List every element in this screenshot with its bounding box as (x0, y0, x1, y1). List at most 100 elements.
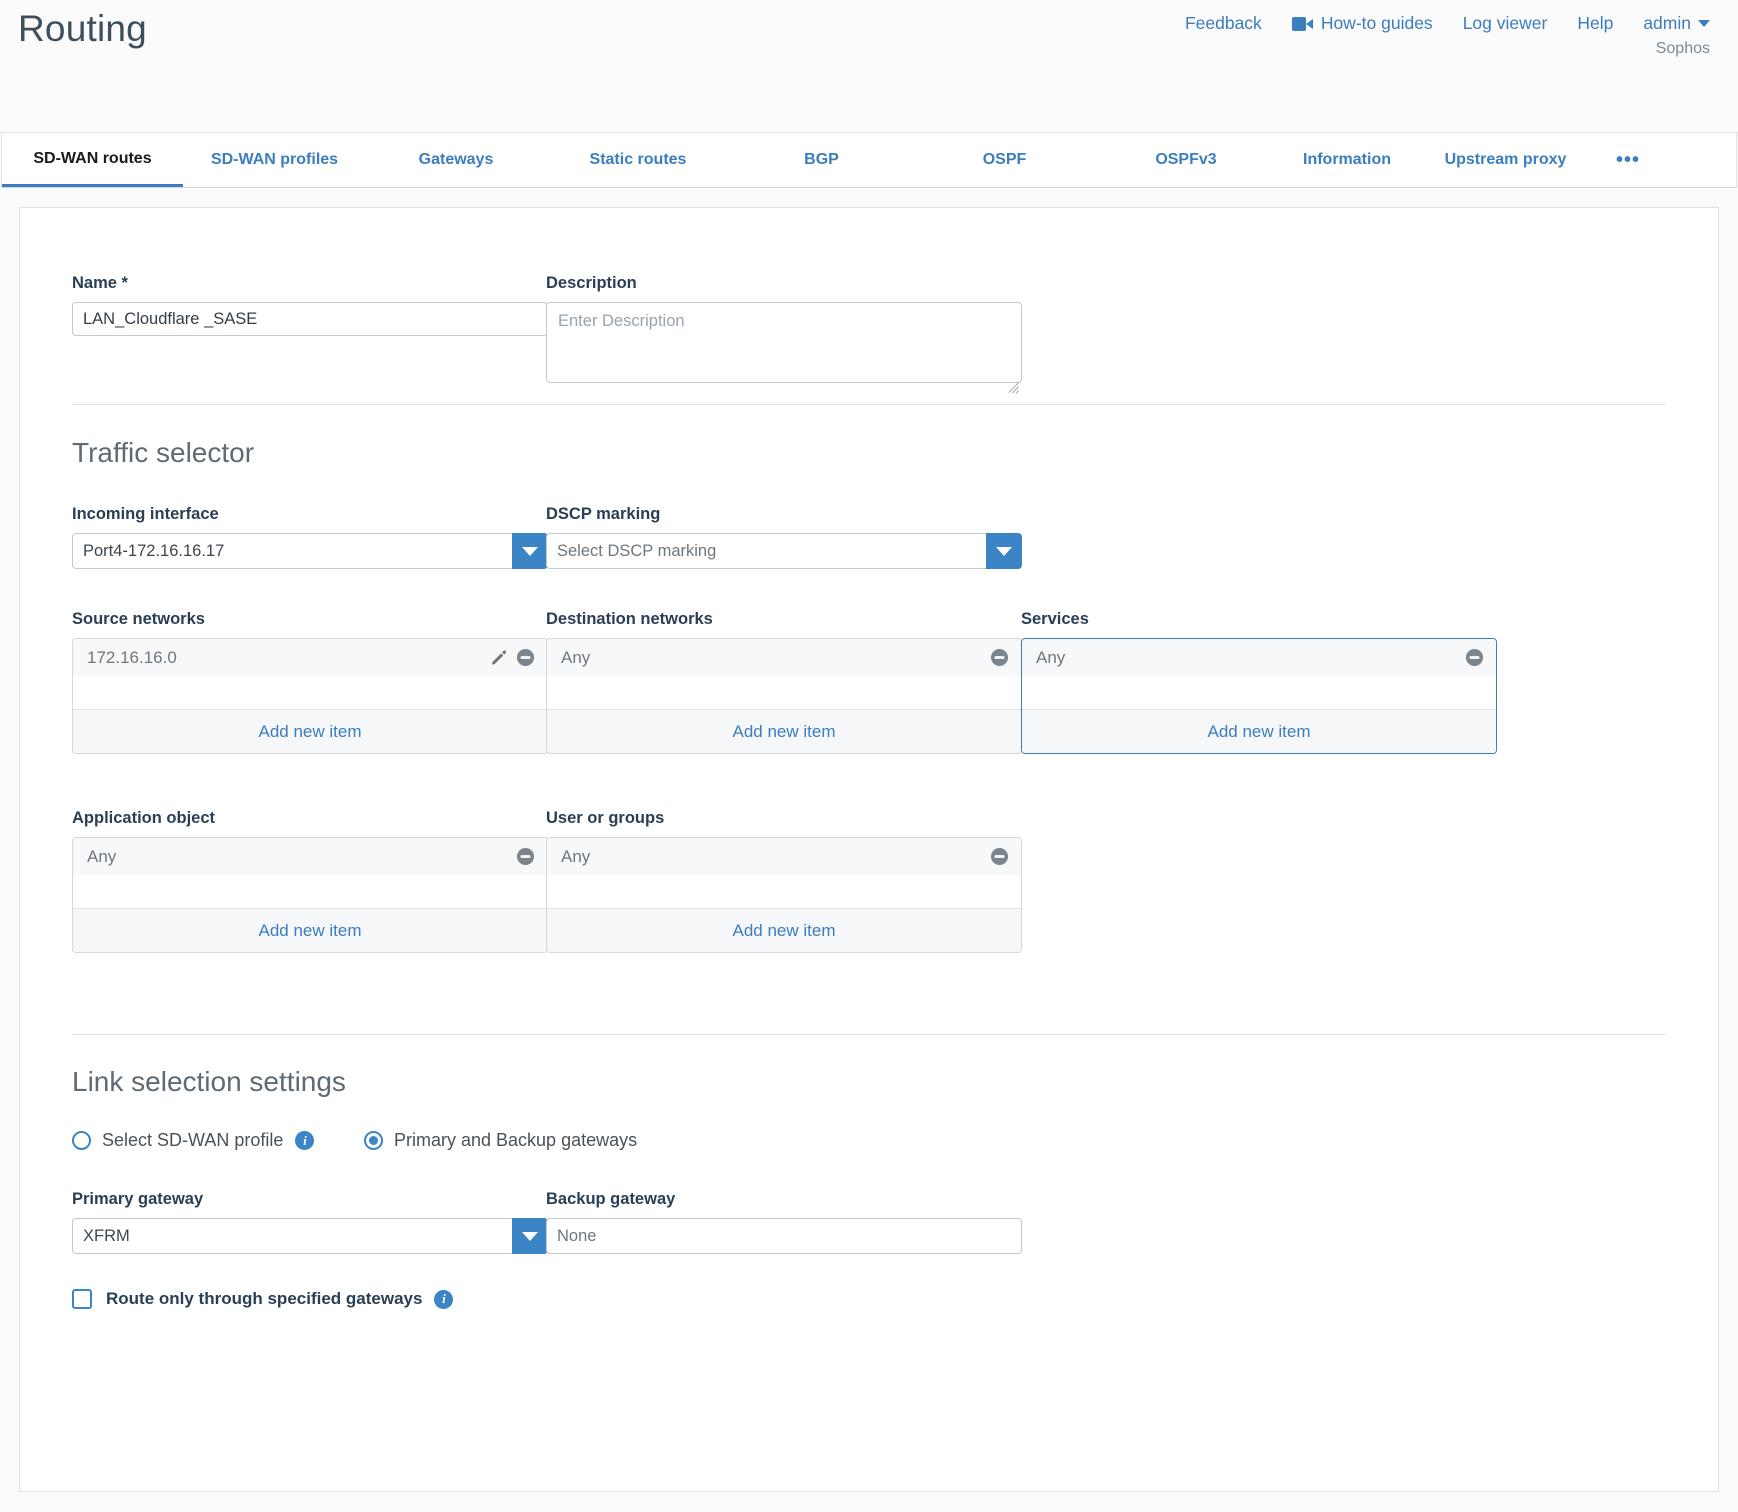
list-item-actions (990, 847, 1009, 866)
incoming-interface-select[interactable]: Port4-172.16.16.17 (72, 533, 548, 569)
remove-item-icon[interactable] (516, 847, 535, 866)
tab-label: SD-WAN profiles (210, 151, 339, 168)
page-header: Routing Feedback How-to guides Log viewe… (0, 0, 1738, 133)
name-label: Name * (72, 274, 128, 292)
dscp-marking-dropdown-arrow[interactable] (986, 533, 1022, 569)
primary-gateway-select[interactable]: XFRM (72, 1218, 548, 1254)
tab-label: Information (1303, 151, 1391, 168)
tab-ospf[interactable]: OSPF (913, 133, 1096, 187)
radio-label: Primary and Backup gateways (394, 1130, 638, 1150)
radio-icon[interactable] (364, 1131, 383, 1150)
source-networks-items: 172.16.16.0 (73, 639, 547, 709)
radio-icon[interactable] (72, 1131, 91, 1150)
list-item[interactable]: Any (547, 838, 1021, 875)
route-only-checkbox-row[interactable]: Route only through specified gateways i (72, 1289, 1666, 1309)
description-textarea[interactable] (546, 302, 1022, 383)
chevron-down-icon (522, 546, 538, 556)
chevron-down-icon (1698, 20, 1710, 27)
list-item-actions (990, 648, 1009, 667)
user-or-groups-add-button[interactable]: Add new item (547, 908, 1021, 952)
list-item-actions (516, 847, 535, 866)
destination-networks-add-button[interactable]: Add new item (547, 709, 1021, 753)
tab-label: BGP (804, 151, 839, 168)
primary-gateway-label: Primary gateway (72, 1190, 204, 1208)
list-item[interactable]: Any (73, 838, 547, 875)
help-link[interactable]: Help (1577, 13, 1614, 33)
application-object-add-button[interactable]: Add new item (73, 908, 547, 952)
source-networks-listbox: 172.16.16.0 (72, 638, 548, 754)
tab-upstream-proxy[interactable]: Upstream proxy (1418, 133, 1593, 187)
list-item[interactable]: Any (1022, 639, 1496, 676)
header-links: Feedback How-to guides Log viewer Help a… (1185, 13, 1710, 34)
log-viewer-link[interactable]: Log viewer (1462, 13, 1548, 33)
edit-pencil-icon[interactable] (490, 649, 507, 666)
sd-wan-route-form: Name * Description (19, 207, 1719, 1492)
source-networks-add-button[interactable]: Add new item (73, 709, 547, 753)
incoming-interface-label: Incoming interface (72, 505, 219, 523)
application-object-label: Application object (72, 809, 216, 827)
services-items: Any (1022, 639, 1496, 709)
list-item-label: Any (561, 647, 591, 667)
info-icon[interactable]: i (295, 1131, 315, 1150)
incoming-interface-dropdown-arrow[interactable] (512, 533, 548, 569)
remove-item-icon[interactable] (990, 648, 1009, 667)
tab-label: Gateways (418, 151, 494, 168)
tab-sd-wan-profiles[interactable]: SD-WAN profiles (183, 133, 366, 187)
tab-bar: SD-WAN routes SD-WAN profiles Gateways S… (1, 133, 1737, 188)
how-to-guides-link[interactable]: How-to guides (1291, 13, 1433, 34)
radio-option-sd-wan-profile[interactable]: Select SD-WAN profile i (72, 1130, 315, 1151)
list-item-label: Any (1036, 647, 1066, 667)
more-icon: ••• (1615, 148, 1640, 171)
list-item-label: 172.16.16.0 (87, 647, 177, 667)
destination-networks-label: Destination networks (546, 610, 713, 628)
user-or-groups-label: User or groups (546, 809, 665, 827)
admin-menu[interactable]: admin (1643, 13, 1710, 34)
description-label: Description (546, 274, 637, 292)
tab-bgp[interactable]: BGP (730, 133, 913, 187)
application-object-items: Any (73, 838, 547, 908)
remove-item-icon[interactable] (516, 648, 535, 667)
tab-label: SD-WAN routes (33, 149, 152, 167)
dscp-marking-value[interactable]: Select DSCP marking (546, 533, 986, 569)
dscp-marking-label: DSCP marking (546, 505, 661, 523)
tab-information[interactable]: Information (1276, 133, 1418, 187)
list-item-actions (490, 648, 535, 667)
dscp-marking-select[interactable]: Select DSCP marking (546, 533, 1022, 569)
remove-item-icon[interactable] (1465, 648, 1484, 667)
radio-option-primary-backup-gateways[interactable]: Primary and Backup gateways (364, 1130, 637, 1151)
route-only-checkbox[interactable] (72, 1289, 92, 1309)
list-item[interactable]: 172.16.16.0 (73, 639, 547, 676)
how-to-guides-label: How-to guides (1320, 13, 1433, 33)
feedback-link[interactable]: Feedback (1184, 13, 1262, 33)
primary-gateway-value[interactable]: XFRM (72, 1218, 512, 1254)
backup-gateway-label: Backup gateway (546, 1190, 676, 1208)
tab-label: Static routes (589, 151, 687, 168)
tab-static-routes[interactable]: Static routes (546, 133, 730, 187)
remove-item-icon[interactable] (990, 847, 1009, 866)
incoming-interface-value[interactable]: Port4-172.16.16.17 (72, 533, 512, 569)
backup-gateway-select[interactable]: None (546, 1218, 1022, 1254)
list-item[interactable]: Any (547, 639, 1021, 676)
tab-sd-wan-routes[interactable]: SD-WAN routes (2, 133, 183, 187)
info-icon[interactable]: i (434, 1289, 454, 1309)
primary-gateway-dropdown-arrow[interactable] (512, 1218, 548, 1254)
section-divider-1 (72, 404, 1666, 405)
destination-networks-items: Any (547, 639, 1021, 709)
tab-ospfv3[interactable]: OSPFv3 (1096, 133, 1276, 187)
tab-gateways[interactable]: Gateways (366, 133, 546, 187)
destination-networks-listbox: Any Add new item (546, 638, 1022, 754)
section-divider-2 (72, 1034, 1666, 1035)
radio-label: Select SD-WAN profile (102, 1130, 284, 1150)
services-listbox: Any Add new item (1021, 638, 1497, 754)
tab-overflow-button[interactable]: ••• (1593, 133, 1663, 187)
user-or-groups-items: Any (547, 838, 1021, 908)
route-only-checkbox-label: Route only through specified gateways (106, 1289, 423, 1308)
name-input[interactable] (72, 302, 548, 336)
list-item-actions (1465, 648, 1484, 667)
user-or-groups-listbox: Any Add new item (546, 837, 1022, 953)
tab-label: Upstream proxy (1444, 151, 1567, 168)
services-add-button[interactable]: Add new item (1022, 709, 1496, 753)
source-networks-label: Source networks (72, 610, 205, 628)
page-title: Routing (18, 8, 147, 49)
